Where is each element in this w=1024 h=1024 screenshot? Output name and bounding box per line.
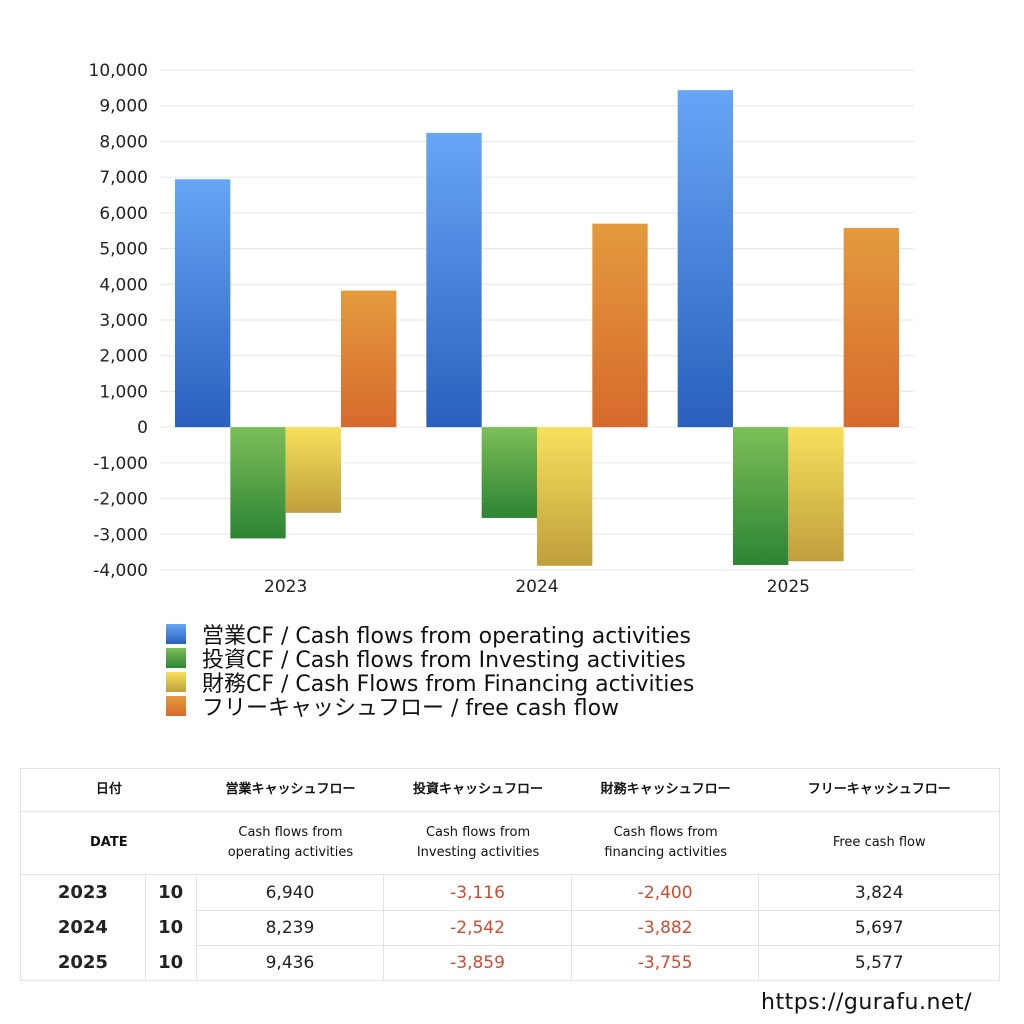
- legend-label-free: フリーキャッシュフロー / free cash flow: [202, 696, 620, 721]
- y-tick-label: 2,000: [99, 347, 148, 367]
- y-tick-label: -1,000: [93, 454, 148, 474]
- row-investing: -2,542: [384, 910, 572, 945]
- header-free-en: Free cash flow: [759, 812, 999, 874]
- legend-label-investing: 投資CF / Cash flows from Investing activit…: [202, 648, 686, 673]
- row-operating: 9,436: [196, 945, 385, 980]
- y-tick-label: 9,000: [99, 97, 148, 117]
- y-tick-label: 4,000: [99, 275, 148, 295]
- y-tick-label: 0: [137, 418, 148, 438]
- bar-financing-2025: [788, 427, 844, 562]
- legend-item-investing: 投資CF / Cash flows from Investing activit…: [166, 646, 694, 673]
- row-year: 2023: [21, 875, 146, 910]
- header-date-jp: 日付: [95, 782, 122, 797]
- row-operating: 8,239: [196, 910, 385, 945]
- row-month: 10: [146, 875, 197, 910]
- header-free-jp: フリーキャッシュフロー: [807, 782, 951, 797]
- header-date-en: DATE: [90, 835, 128, 850]
- legend-swatch-investing: [166, 648, 186, 668]
- row-year: 2025: [21, 945, 146, 980]
- header-operating-en: Cash flows from operating activities: [197, 812, 385, 874]
- row-month: 10: [146, 910, 197, 945]
- site-url[interactable]: https://gurafu.net/: [761, 990, 972, 1015]
- table-header-en: DATE Cash flows from operating activities…: [21, 812, 999, 875]
- bar-free-2023: [341, 290, 397, 428]
- header-free-en-text: Free cash flow: [832, 835, 926, 850]
- table-row: 2023 10 6,940 -3,116 -2,400 3,824: [21, 875, 999, 910]
- y-tick-label: 3,000: [99, 311, 148, 331]
- x-tick-label: 2023: [264, 577, 307, 597]
- header-operating-jp: 営業キャッシュフロー: [225, 782, 356, 797]
- bar-operating-2025: [677, 90, 733, 428]
- header-financing-jp: 財務キャッシュフロー: [600, 782, 731, 797]
- x-tick-label: 2024: [515, 577, 558, 597]
- bar-investing-2024: [481, 427, 537, 518]
- y-tick-label: -3,000: [93, 525, 148, 545]
- header-investing-en-text: Cash flows from Investing activities: [416, 825, 540, 860]
- row-financing: -3,882: [571, 910, 760, 945]
- bar-investing-2023: [230, 427, 286, 539]
- row-free: 5,697: [759, 910, 999, 945]
- bar-financing-2023: [285, 427, 341, 513]
- cash-flow-bar-chart: 10,000 9,000 8,000 7,000 6,000 5,000 4,000 3,00…: [89, 61, 914, 597]
- legend-label-operating: 営業CF / Cash flows from operating activit…: [202, 624, 691, 649]
- table-row: 2025 10 9,436 -3,859 -3,755 5,577: [21, 945, 999, 980]
- y-tick-label: 8,000: [99, 132, 148, 152]
- row-operating: 6,940: [197, 875, 385, 910]
- bar-operating-2023: [175, 179, 231, 428]
- bar-free-2024: [592, 223, 648, 428]
- y-tick-label: 6,000: [99, 204, 148, 224]
- header-financing-en: Cash flows from financing activities: [572, 812, 760, 874]
- row-investing: -3,859: [384, 945, 572, 980]
- row-financing: -2,400: [572, 875, 760, 910]
- bar-investing-2025: [733, 427, 789, 565]
- y-tick-label: -4,000: [93, 561, 148, 581]
- legend-swatch-operating: [166, 624, 186, 644]
- y-tick-label: -2,000: [93, 490, 148, 510]
- header-financing-en-text: Cash flows from financing activities: [604, 825, 727, 860]
- row-year: 2024: [21, 910, 146, 945]
- row-investing: -3,116: [384, 875, 572, 910]
- header-operating-en-text: Cash flows from operating activities: [227, 825, 354, 860]
- row-free: 3,824: [854, 882, 904, 903]
- y-tick-label: 10,000: [89, 61, 148, 81]
- bar-financing-2024: [537, 427, 593, 566]
- table-header-jp: 日付 営業キャッシュフロー 投資キャッシュフロー 財務キャッシュフロー フリーキ…: [21, 769, 999, 812]
- legend-item-operating: 営業CF / Cash flows from operating activit…: [166, 622, 694, 649]
- bar-free-2025: [843, 227, 899, 428]
- legend-label-financing: 財務CF / Cash Flows from Financing activit…: [202, 672, 695, 697]
- y-tick-label: 7,000: [99, 168, 148, 188]
- row-free: 5,577: [759, 945, 999, 980]
- cash-flow-table: 日付 営業キャッシュフロー 投資キャッシュフロー 財務キャッシュフロー フリーキ…: [20, 768, 1000, 981]
- header-investing-jp: 投資キャッシュフロー: [413, 782, 544, 797]
- legend-item-financing: 財務CF / Cash Flows from Financing activit…: [166, 670, 694, 697]
- table-row: 2024 10 8,239 -2,542 -3,882 5,697: [21, 910, 999, 945]
- row-month: 10: [146, 945, 197, 980]
- row-financing: -3,755: [571, 945, 760, 980]
- legend-swatch-free: [166, 696, 186, 716]
- legend-item-free: フリーキャッシュフロー / free cash flow: [166, 694, 694, 721]
- y-tick-label: 1,000: [99, 382, 148, 402]
- bar-operating-2024: [426, 132, 482, 428]
- x-tick-label: 2025: [767, 577, 810, 597]
- header-investing-en: Cash flows from Investing activities: [384, 812, 572, 874]
- legend-swatch-financing: [166, 672, 186, 692]
- y-tick-label: 5,000: [99, 240, 148, 260]
- chart-legend: 営業CF / Cash flows from operating activit…: [166, 622, 694, 721]
